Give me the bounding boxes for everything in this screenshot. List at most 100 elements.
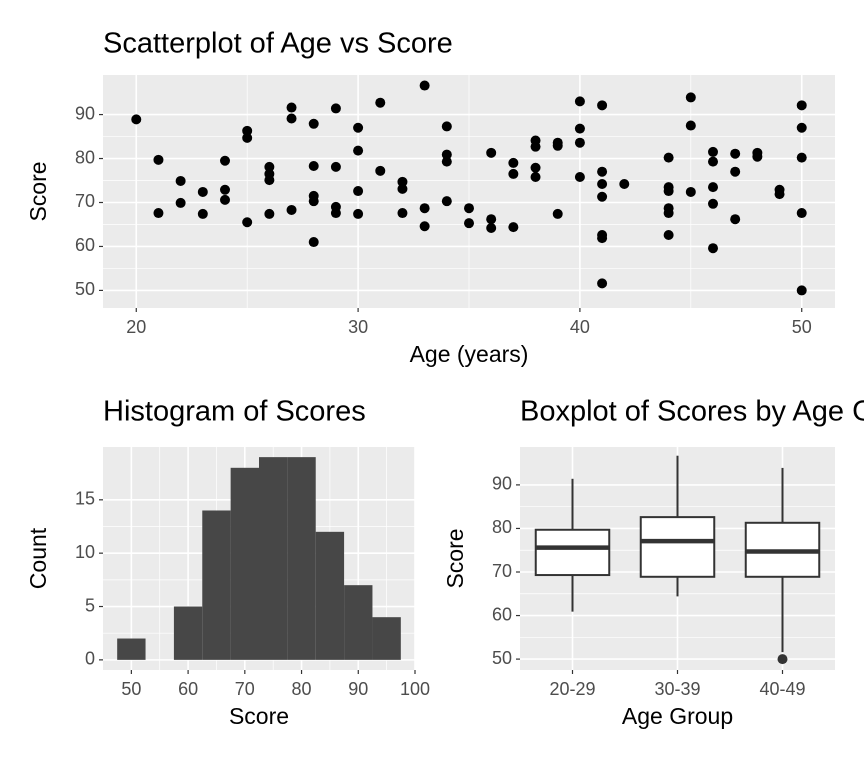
point — [796, 122, 807, 133]
point — [708, 243, 718, 254]
point — [574, 123, 585, 134]
point — [464, 203, 474, 214]
y-tick-label: 80 — [492, 517, 512, 537]
point — [663, 152, 674, 163]
point — [286, 204, 297, 215]
point — [508, 222, 519, 233]
y-axis-label: Score — [25, 161, 51, 221]
point — [508, 168, 519, 179]
point — [175, 197, 186, 208]
y-tick-label: 60 — [492, 604, 512, 624]
y-axis-label: Count — [25, 527, 51, 589]
point — [441, 149, 452, 160]
point — [574, 137, 585, 148]
point — [153, 208, 164, 219]
x-axis-label: Score — [229, 703, 289, 729]
point — [508, 157, 519, 168]
y-tick-label: 10 — [75, 542, 95, 562]
y-tick-label: 80 — [75, 147, 95, 167]
point — [242, 217, 253, 228]
point — [264, 161, 275, 172]
point — [375, 165, 386, 176]
point — [441, 121, 452, 132]
y-tick-label: 0 — [85, 649, 95, 669]
point — [597, 100, 608, 111]
point — [663, 186, 674, 197]
point — [708, 146, 718, 157]
point — [464, 218, 474, 229]
point — [353, 122, 364, 133]
x-tick-label: 60 — [178, 679, 198, 699]
point — [397, 183, 408, 194]
x-tick-label: 40-49 — [759, 679, 805, 699]
point — [175, 175, 186, 186]
point — [375, 97, 386, 108]
x-tick-label: 50 — [121, 679, 141, 699]
point — [597, 166, 608, 177]
point — [397, 208, 408, 219]
point — [796, 100, 807, 111]
x-tick-label: 20-29 — [549, 679, 595, 699]
point — [353, 186, 364, 197]
bar — [315, 531, 345, 660]
chart-title: Histogram of Scores — [103, 396, 366, 428]
point — [574, 96, 585, 107]
point — [286, 102, 297, 113]
x-tick-label: 50 — [792, 317, 812, 337]
y-tick-label: 15 — [75, 489, 95, 509]
x-tick-label: 70 — [235, 679, 255, 699]
point — [685, 120, 696, 131]
point — [397, 176, 408, 187]
bar — [259, 457, 288, 660]
point — [242, 125, 253, 136]
point — [330, 103, 341, 114]
point — [752, 151, 763, 162]
box — [534, 528, 611, 577]
y-tick-label: 5 — [85, 595, 95, 615]
bar — [372, 617, 401, 660]
x-tick-label: 20 — [126, 317, 146, 337]
point — [708, 198, 718, 209]
point — [730, 166, 741, 177]
point — [663, 230, 674, 241]
bar — [344, 585, 373, 660]
x-tick-label: 90 — [348, 679, 368, 699]
point — [330, 161, 341, 172]
y-tick-label: 90 — [75, 103, 95, 123]
point — [308, 118, 319, 129]
point — [530, 141, 541, 152]
y-tick-label: 50 — [492, 648, 512, 668]
point — [264, 208, 275, 219]
x-tick-label: 40 — [570, 317, 590, 337]
point — [264, 175, 275, 186]
point — [619, 179, 630, 190]
point — [708, 156, 718, 167]
point — [530, 171, 541, 182]
point — [796, 208, 807, 219]
point — [308, 161, 319, 172]
x-tick-label: 80 — [292, 679, 312, 699]
point — [552, 140, 563, 151]
point — [730, 148, 741, 159]
point — [552, 208, 563, 219]
point — [796, 285, 807, 296]
point — [441, 156, 452, 167]
bar — [202, 510, 231, 660]
point — [419, 203, 430, 214]
point — [486, 147, 497, 158]
point — [486, 222, 497, 233]
point — [220, 194, 230, 205]
point — [308, 196, 319, 207]
point — [330, 208, 341, 219]
chart-title: Boxplot of Scores by Age Group — [520, 396, 864, 428]
point — [708, 182, 718, 193]
point — [353, 145, 364, 156]
point — [131, 114, 142, 125]
point — [220, 155, 230, 166]
x-tick-label: 100 — [400, 679, 430, 699]
point — [419, 80, 430, 91]
point — [153, 154, 164, 165]
y-tick-label: 70 — [75, 191, 95, 211]
x-tick-label: 30 — [348, 317, 368, 337]
